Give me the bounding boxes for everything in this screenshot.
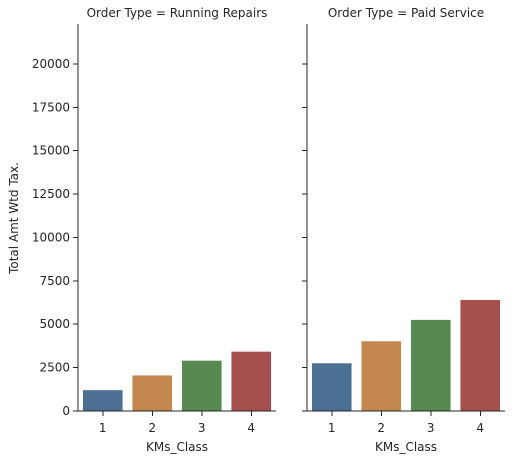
bar-running-repairs-1	[83, 390, 123, 411]
bar-running-repairs-3	[182, 361, 222, 411]
y-tick-label-7500: 7500	[39, 274, 70, 288]
bar-running-repairs-2	[132, 375, 172, 411]
y-tick-label-20000: 20000	[32, 57, 70, 71]
y-tick-label-5000: 5000	[39, 317, 70, 331]
bar-paid-service-2	[361, 341, 401, 411]
y-axis-label: Total Amt Wtd Tax.	[7, 162, 21, 275]
x-tick-label-running-repairs-1: 1	[99, 421, 107, 435]
bar-paid-service-4	[460, 300, 500, 411]
y-tick-label-2500: 2500	[39, 361, 70, 375]
x-tick-label-running-repairs-4: 4	[247, 421, 255, 435]
bar-paid-service-1	[312, 363, 352, 411]
panel-paid-service: Order Type = Paid Service KMs_Class 1 2 3 4	[302, 6, 505, 454]
x-tick-label-running-repairs-3: 3	[198, 421, 206, 435]
x-tick-label-paid-service-4: 4	[476, 421, 484, 435]
bar-running-repairs-4	[231, 352, 271, 411]
x-tick-label-paid-service-1: 1	[328, 421, 336, 435]
panel-running-repairs: Order Type = Running Repairs KMs_Class 1…	[32, 6, 276, 454]
panel-title-running-repairs: Order Type = Running Repairs	[87, 6, 268, 20]
y-tick-label-0: 0	[62, 404, 70, 418]
y-tick-label-10000: 10000	[32, 230, 70, 244]
x-axis-label-paid-service: KMs_Class	[375, 440, 437, 454]
panel-title-paid-service: Order Type = Paid Service	[328, 6, 484, 20]
x-tick-label-paid-service-2: 2	[377, 421, 385, 435]
y-tick-label-15000: 15000	[32, 144, 70, 158]
x-tick-label-running-repairs-2: 2	[148, 421, 156, 435]
y-tick-label-17500: 17500	[32, 100, 70, 114]
y-tick-label-12500: 12500	[32, 187, 70, 201]
x-axis-label-running-repairs: KMs_Class	[146, 440, 208, 454]
x-tick-label-paid-service-3: 3	[427, 421, 435, 435]
bar-paid-service-3	[411, 320, 451, 411]
